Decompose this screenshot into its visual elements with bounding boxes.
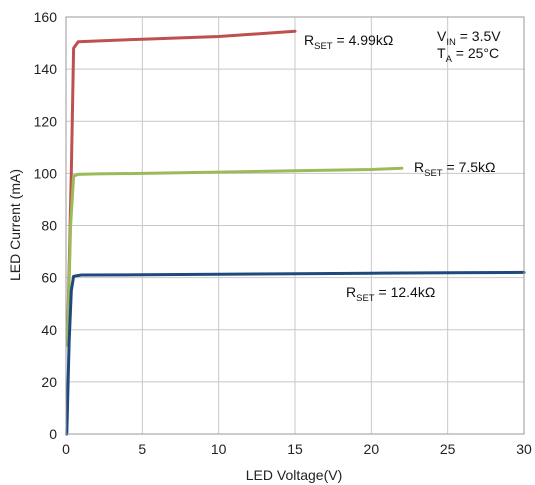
x-tick-label: 20 (364, 441, 380, 457)
x-tick-labels: 0 5 10 15 20 25 30 (62, 441, 532, 457)
plot-frame (65, 16, 525, 435)
series-line-1 (66, 29, 297, 342)
series-line-3 (65, 270, 526, 436)
y-tick-label: 40 (41, 322, 57, 338)
x-axis-title: LED Voltage(V) (246, 467, 343, 483)
y-tick-label: 100 (34, 165, 58, 181)
x-tick-label: 5 (138, 441, 146, 457)
grid (65, 16, 525, 435)
series-label-3: RSET = 12.4kΩ (346, 284, 435, 304)
x-tick-label: 30 (516, 441, 532, 457)
x-tick-label: 0 (62, 441, 70, 457)
y-tick-label: 0 (49, 426, 57, 442)
series-layer (65, 29, 526, 436)
y-tick-label: 140 (34, 61, 58, 77)
condition-text-2: TA = 25°C (437, 45, 499, 65)
x-tick-label: 15 (287, 441, 303, 457)
y-tick-label: 20 (41, 374, 57, 390)
series-line-2 (66, 166, 404, 347)
y-tick-label: 80 (41, 218, 57, 234)
y-tick-label: 120 (34, 113, 58, 129)
condition-text-1: VIN = 3.5V (437, 28, 501, 48)
y-tick-labels: 0 20 40 60 80 100 120 140 160 (34, 9, 58, 442)
x-tick-label: 25 (440, 441, 456, 457)
series-label-1: RSET = 4.99kΩ (304, 32, 393, 52)
y-axis-title: LED Current (mA) (7, 169, 23, 281)
x-tick-label: 10 (211, 441, 227, 457)
y-tick-label: 60 (41, 270, 57, 286)
series-label-2: RSET = 7.5kΩ (414, 159, 496, 179)
series-labels: RSET = 4.99kΩ RSET = 7.5kΩ RSET = 12.4kΩ (304, 32, 496, 304)
y-tick-label: 160 (34, 9, 58, 25)
